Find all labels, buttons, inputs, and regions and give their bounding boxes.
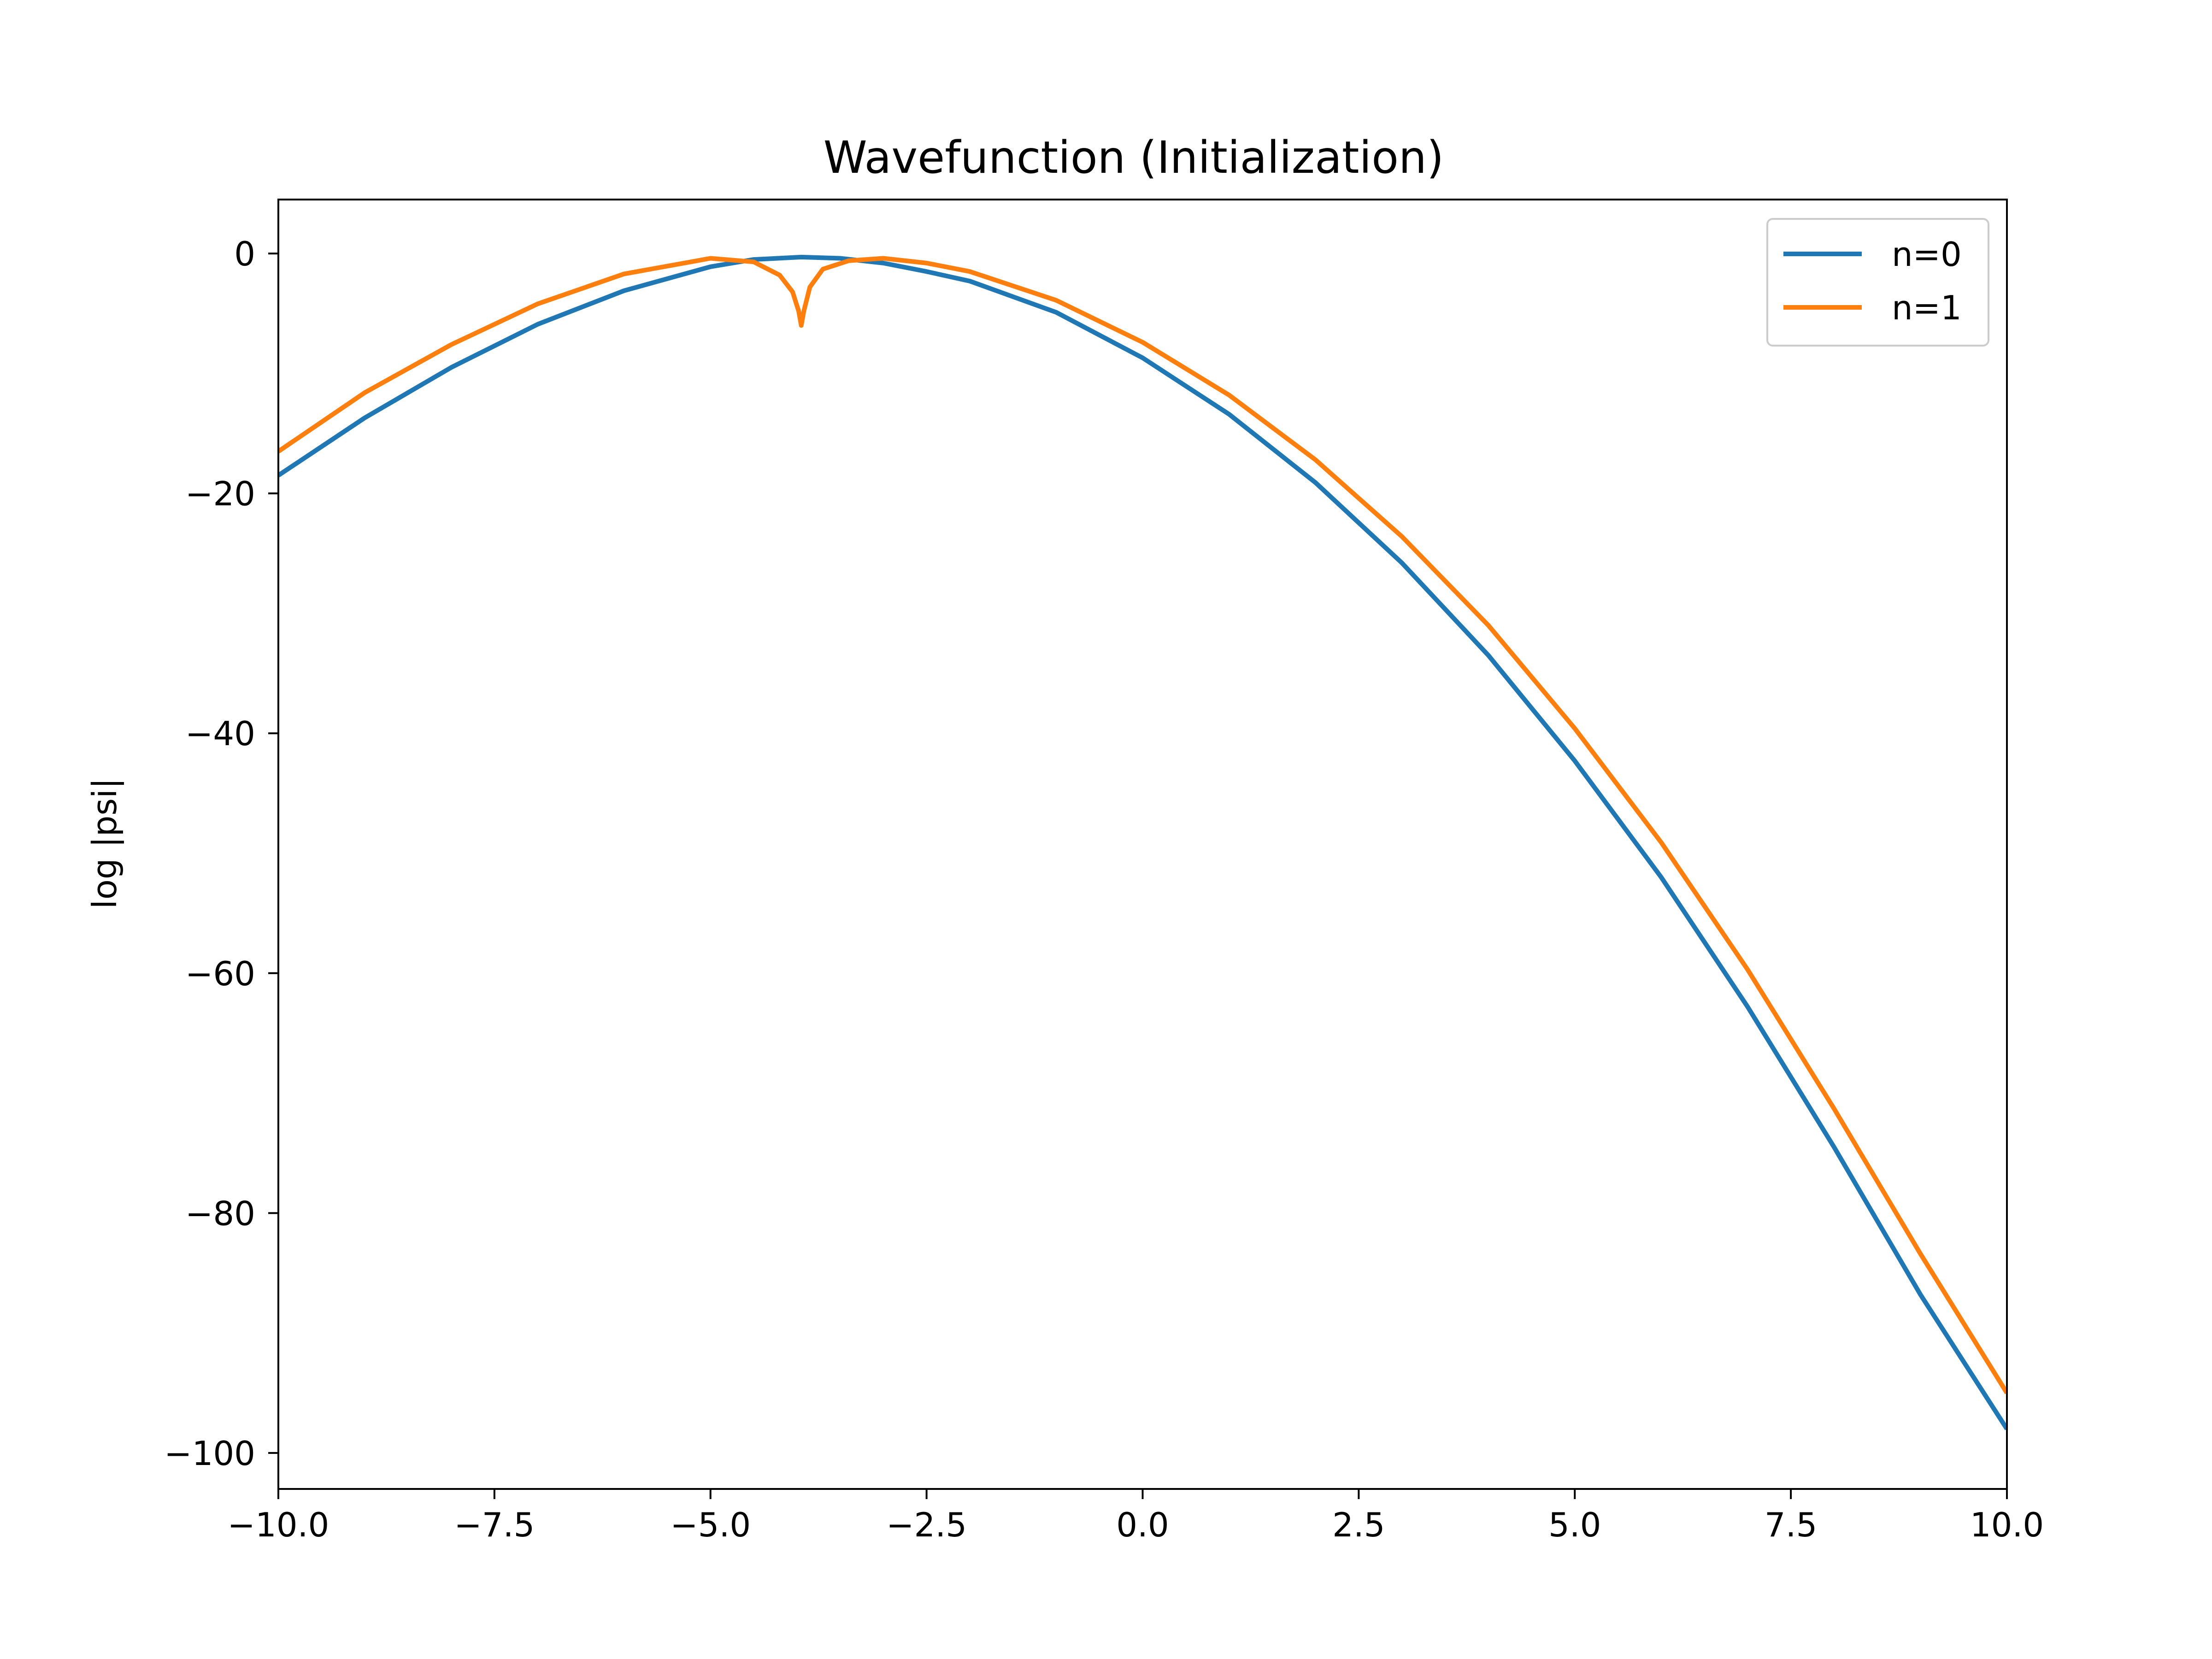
- x-tick-label: 2.5: [1332, 1506, 1385, 1544]
- x-tick-label: −2.5: [886, 1506, 967, 1544]
- x-tick-label: −5.0: [670, 1506, 751, 1544]
- x-tick-label: 0.0: [1116, 1506, 1169, 1544]
- chart-title: Wavefunction (Initialization): [824, 132, 1444, 183]
- y-tick-label: −60: [185, 954, 255, 993]
- y-tick-label: 0: [234, 235, 255, 273]
- x-tick-label: 10.0: [1970, 1506, 2044, 1544]
- y-tick-label: −40: [185, 714, 255, 753]
- y-axis-label: log |psi|: [85, 778, 124, 909]
- legend: n=0n=1: [1767, 219, 1988, 346]
- y-tick-label: −100: [164, 1434, 255, 1473]
- x-tick-label: −7.5: [454, 1506, 535, 1544]
- x-tick-label: 5.0: [1548, 1506, 1601, 1544]
- y-tick-label: −20: [185, 475, 255, 513]
- legend-label: n=1: [1892, 288, 1962, 327]
- x-tick-label: −10.0: [228, 1506, 329, 1544]
- y-tick-label: −80: [185, 1194, 255, 1233]
- x-tick-label: 7.5: [1765, 1506, 1818, 1544]
- legend-label: n=0: [1892, 235, 1962, 274]
